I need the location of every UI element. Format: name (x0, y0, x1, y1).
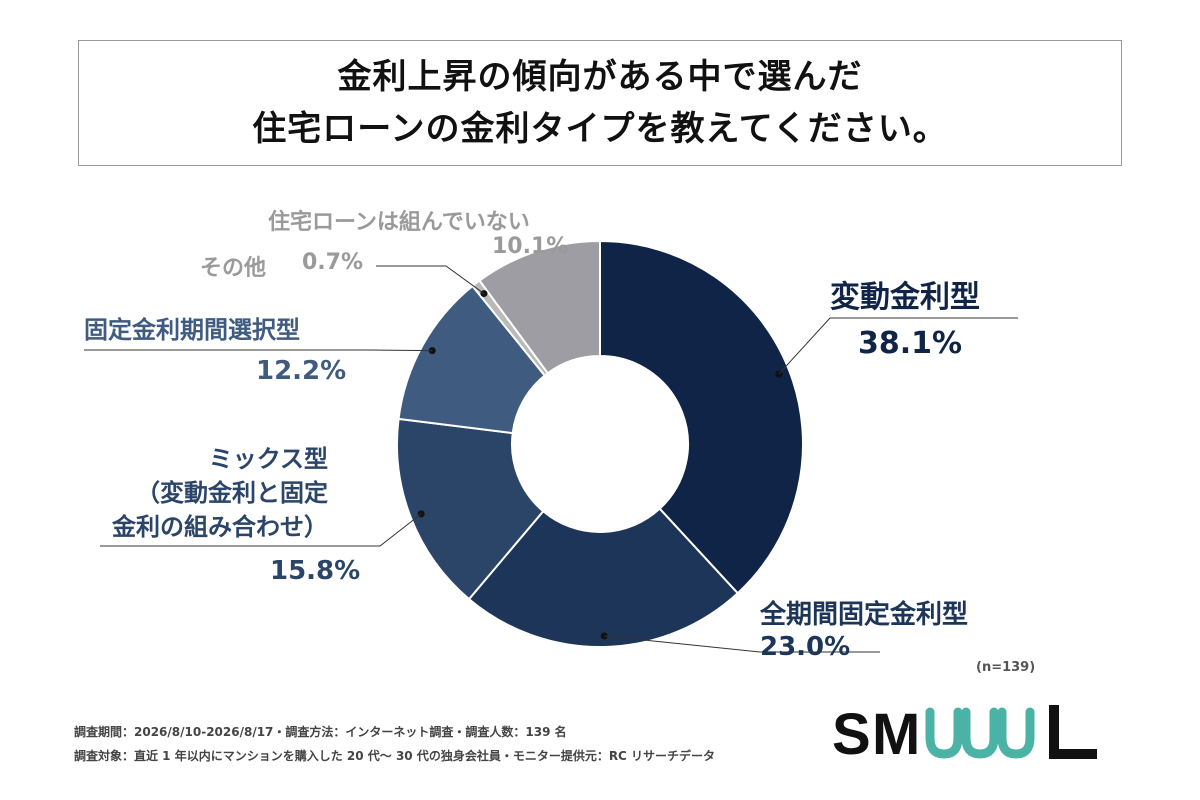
footer-line-2: 調査対象：直近 1 年以内にマンションを購入した 20 代〜 30 代の独身会社… (74, 749, 716, 763)
label-full-fixed: 全期間固定金利型 (760, 600, 969, 630)
footer-line-1: 調査期間：2026/8/10-2026/8/17・調査方法：インターネット調査・… (74, 725, 567, 739)
leader-line-0 (778, 317, 1018, 375)
title-line-1: 金利上昇の傾向がある中で選んだ (337, 57, 863, 97)
value-mix: 15.8% (270, 556, 361, 586)
logo-m: M (872, 704, 920, 764)
donut-slice-3 (397, 284, 547, 435)
leader-line-4 (376, 265, 485, 294)
leader-line-1 (604, 635, 880, 653)
label-mix: ミックス型 （変動金利と固定 金利の組み合わせ） (112, 445, 328, 541)
donut-slice-5 (478, 239, 601, 375)
value-variable: 38.1% (858, 326, 963, 361)
leader-line-3 (84, 349, 433, 352)
value-full-fixed: 23.0% (760, 632, 851, 662)
logo-s: S (832, 704, 871, 764)
leader-line-2 (100, 513, 422, 547)
donut-slice-2 (396, 417, 545, 601)
label-other: その他 (200, 256, 267, 281)
title-box: 金利上昇の傾向がある中で選んだ 住宅ローンの金利タイプを教えてください。 (78, 40, 1122, 166)
title-line-2: 住宅ローンの金利タイプを教えてください。 (252, 109, 948, 149)
value-other: 0.7% (302, 250, 364, 275)
smuul-logo: S M (832, 704, 1097, 764)
label-fixed-period: 固定金利期間選択型 (84, 316, 300, 344)
logo-waves (925, 707, 1035, 759)
donut-slice-1 (467, 507, 740, 648)
value-fixed-period: 12.2% (256, 356, 347, 386)
label-variable: 変動金利型 (830, 280, 980, 315)
sample-size: (n=139) (976, 660, 1036, 675)
donut-slice-0 (599, 239, 804, 595)
label-no-loan: 住宅ローンは組んでいない (268, 210, 530, 235)
logo-l (1049, 705, 1097, 759)
value-no-loan: 10.1% (492, 234, 569, 259)
